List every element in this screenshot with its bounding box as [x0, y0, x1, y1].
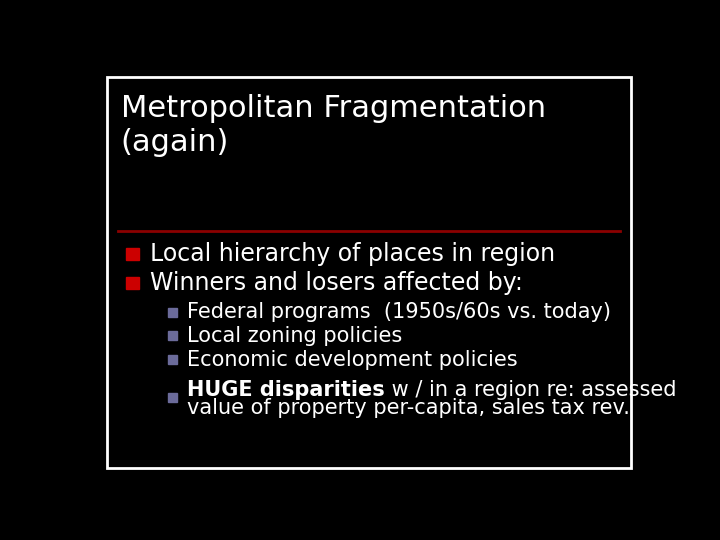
Bar	[126, 248, 138, 260]
Text: w / in a region re: assessed: w / in a region re: assessed	[385, 380, 676, 400]
Text: Local hierarchy of places in region: Local hierarchy of places in region	[150, 242, 555, 266]
Bar	[168, 355, 177, 364]
Text: HUGE disparities: HUGE disparities	[187, 380, 385, 400]
Text: Local zoning policies: Local zoning policies	[187, 326, 402, 346]
Bar	[168, 332, 177, 341]
Bar	[168, 308, 177, 317]
Bar	[126, 277, 138, 289]
Text: Metropolitan Fragmentation
(again): Metropolitan Fragmentation (again)	[121, 94, 546, 157]
Text: Economic development policies: Economic development policies	[187, 349, 518, 369]
Text: Winners and losers affected by:: Winners and losers affected by:	[150, 271, 523, 295]
Text: Federal programs  (1950s/60s vs. today): Federal programs (1950s/60s vs. today)	[187, 302, 611, 322]
Text: value of property per-capita, sales tax rev.: value of property per-capita, sales tax …	[187, 398, 630, 418]
Bar	[168, 393, 177, 402]
